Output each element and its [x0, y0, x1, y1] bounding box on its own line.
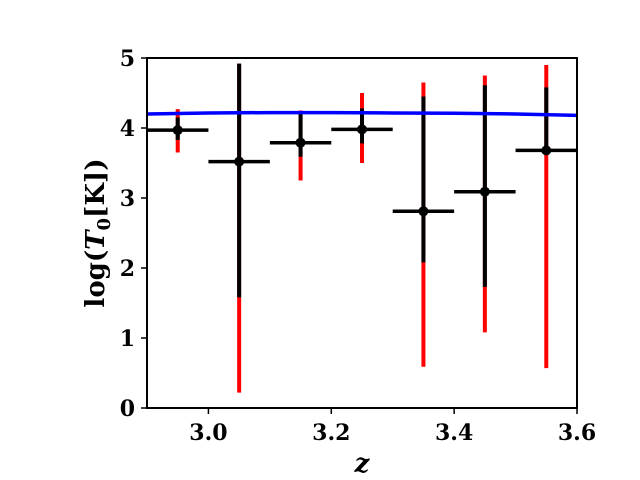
plot-frame [146, 57, 578, 409]
y-axis-label: log(T0[K]) [81, 158, 115, 307]
y-axis-label-variable: T [81, 229, 111, 250]
x-tick-label-0: 3.0 [189, 420, 227, 446]
x-tick-label-1: 3.2 [312, 420, 350, 446]
y-axis-label-prefix: log( [81, 250, 111, 308]
data-point-2 [295, 137, 306, 148]
y-tick-label-0: 0 [120, 396, 135, 422]
y-tick-label-2: 2 [120, 256, 135, 282]
y-tick-label-4: 4 [120, 116, 135, 142]
y-axis-label-subscript: 0 [94, 218, 115, 231]
data-layer [147, 63, 577, 393]
y-tick-label-5: 5 [120, 46, 135, 72]
model-line [147, 110, 577, 118]
x-axis-label: z [354, 449, 371, 479]
data-point-4 [418, 206, 429, 217]
chart-ticks: 3.0 3.2 3.4 3.6 0 1 2 3 4 5 [120, 46, 596, 446]
chart-marks [147, 63, 577, 393]
y-tick-label-3: 3 [120, 186, 135, 212]
data-point-6 [541, 145, 552, 156]
y-tick-label-1: 1 [120, 326, 135, 352]
y-axis-label-suffix: [K]) [81, 158, 111, 218]
x-tick-label-3: 3.6 [558, 420, 596, 446]
data-point-1 [234, 156, 245, 167]
data-point-0 [172, 125, 183, 136]
data-point-3 [357, 124, 367, 135]
x-tick-label-2: 3.4 [435, 420, 473, 446]
data-point-5 [479, 186, 490, 197]
